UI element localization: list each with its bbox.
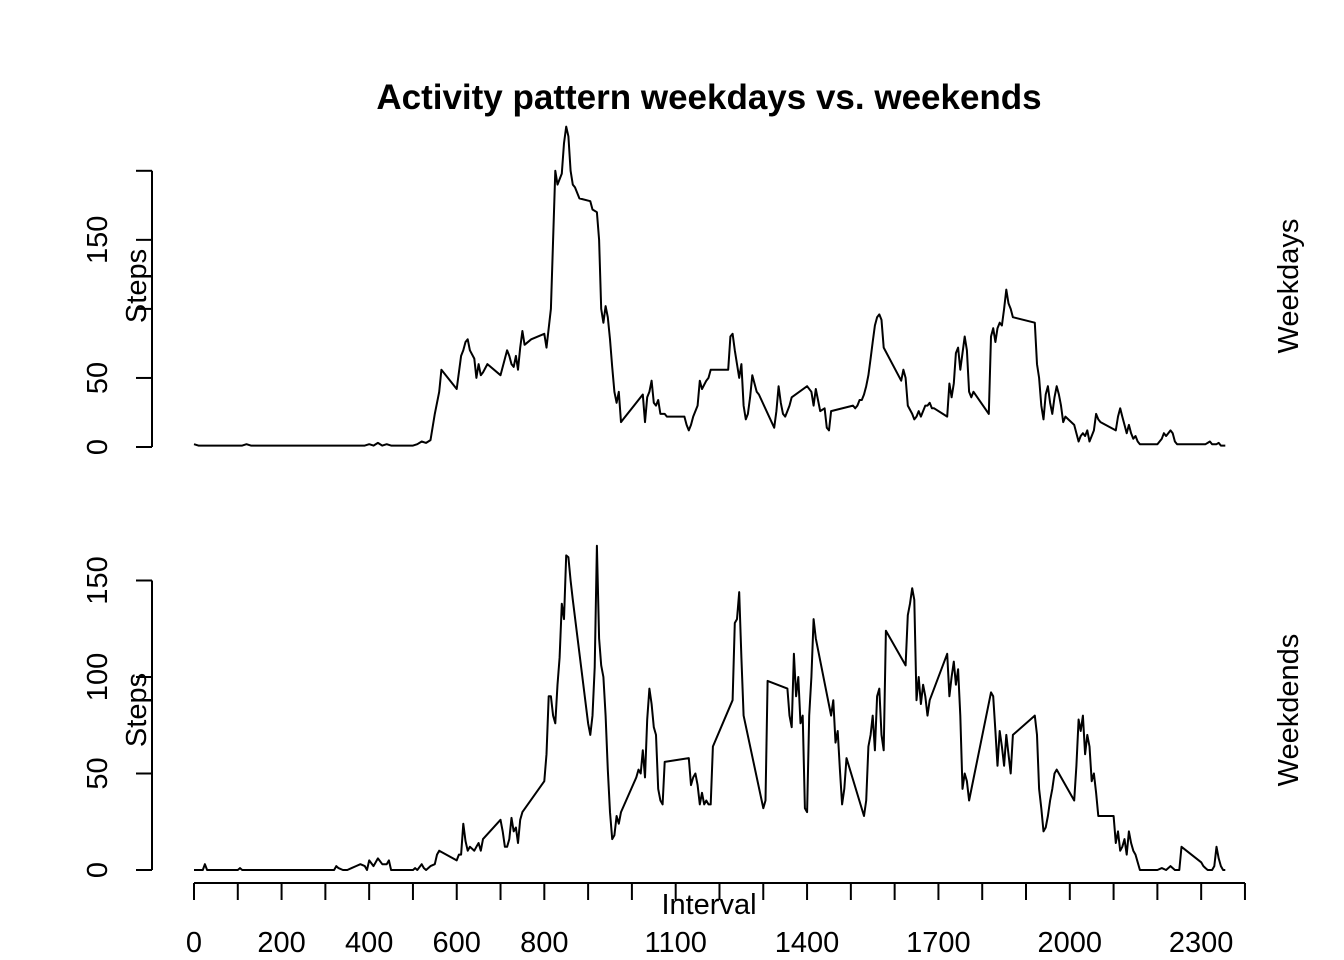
x-tick-label: 200 <box>257 927 305 959</box>
x-tick-label: 2000 <box>1038 927 1103 959</box>
x-tick-label: 0 <box>186 927 202 959</box>
weekdays-panel-label: Weekdays <box>1273 219 1305 354</box>
x-tick-label: 1400 <box>775 927 840 959</box>
weekends-y-tick-label: 0 <box>82 862 114 878</box>
weekdays-y-tick-label: 150 <box>82 216 114 264</box>
weekdays-y-tick-label: 0 <box>82 439 114 455</box>
chart-title: Activity pattern weekdays vs. weekends <box>376 78 1041 117</box>
x-tick-labels: 0 200 400 600 800 1100 1400 1700 2000 2300 <box>186 927 1233 959</box>
weekdays-y-axis <box>136 169 153 448</box>
x-tick-label: 1100 <box>645 927 707 959</box>
weekends-panel: 0 50 100 150 Steps Weekdends <box>82 544 1305 878</box>
weekends-y-axis <box>136 579 153 871</box>
weekends-series-line <box>194 544 1226 871</box>
weekdays-series <box>193 125 1226 447</box>
weekends-y-tick-labels: 0 50 100 150 <box>82 556 114 878</box>
x-tick-label: 400 <box>345 927 393 959</box>
x-axis-label: Interval <box>661 889 756 921</box>
weekends-y-tick-label: 150 <box>82 556 114 604</box>
x-tick-label: 2300 <box>1169 927 1234 959</box>
weekdays-y-axis-label: Steps <box>121 249 153 323</box>
weekends-y-tick-label: 50 <box>82 757 114 789</box>
weekdays-y-tick-label: 50 <box>82 362 114 394</box>
x-tick-label: 800 <box>520 927 568 959</box>
weekends-y-tick-label: 100 <box>82 653 114 701</box>
weekdays-series-line <box>193 125 1226 447</box>
weekends-series <box>194 544 1226 871</box>
x-tick-label: 1700 <box>906 927 971 959</box>
x-tick-label: 600 <box>433 927 481 959</box>
weekends-y-axis-label: Steps <box>121 673 153 747</box>
weekdays-y-tick-labels: 0 50 150 <box>82 216 114 455</box>
x-axis <box>193 882 1246 900</box>
weekdays-panel: 0 50 150 Steps Weekdays <box>82 125 1305 455</box>
weekends-panel-label: Weekdends <box>1273 634 1305 787</box>
